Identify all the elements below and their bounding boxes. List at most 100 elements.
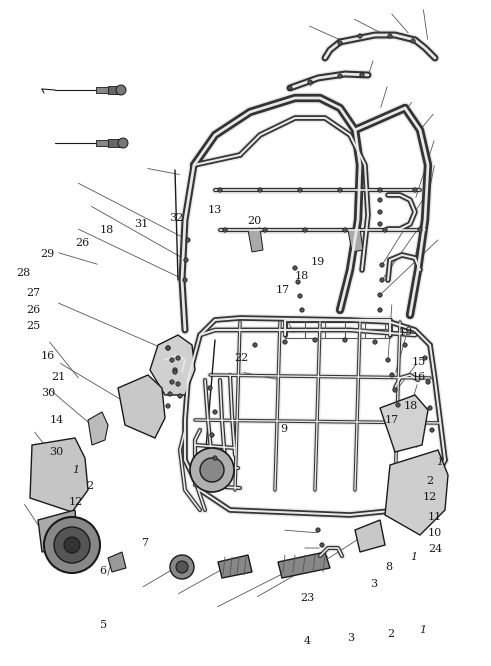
- Text: 3: 3: [348, 633, 355, 643]
- Circle shape: [168, 392, 172, 396]
- Polygon shape: [385, 450, 448, 535]
- Circle shape: [338, 41, 342, 45]
- Circle shape: [170, 555, 194, 579]
- Circle shape: [218, 188, 222, 192]
- Text: 28: 28: [16, 268, 31, 278]
- Text: 22: 22: [234, 353, 249, 364]
- Circle shape: [298, 294, 302, 298]
- Circle shape: [190, 448, 234, 492]
- Polygon shape: [108, 139, 122, 147]
- Circle shape: [118, 138, 128, 148]
- Text: 20: 20: [247, 216, 262, 226]
- Text: 27: 27: [27, 288, 40, 298]
- Text: 25: 25: [26, 321, 41, 332]
- Circle shape: [386, 358, 390, 362]
- Text: 6: 6: [100, 565, 107, 576]
- Circle shape: [208, 386, 212, 390]
- Polygon shape: [380, 395, 428, 452]
- Text: 2: 2: [86, 481, 93, 492]
- Circle shape: [170, 380, 174, 384]
- Text: 16: 16: [411, 372, 426, 382]
- Text: 16: 16: [41, 350, 55, 361]
- Polygon shape: [150, 335, 195, 395]
- Text: 26: 26: [75, 238, 90, 248]
- Circle shape: [54, 527, 90, 563]
- Text: 5: 5: [100, 620, 107, 631]
- Circle shape: [380, 278, 384, 282]
- Circle shape: [378, 293, 382, 297]
- Circle shape: [173, 370, 177, 374]
- Circle shape: [378, 308, 382, 312]
- Circle shape: [223, 228, 227, 232]
- Text: 19: 19: [311, 257, 326, 268]
- Circle shape: [428, 406, 432, 410]
- Circle shape: [184, 258, 188, 262]
- Polygon shape: [88, 412, 108, 445]
- Circle shape: [258, 188, 262, 192]
- Circle shape: [360, 73, 364, 77]
- Circle shape: [378, 188, 382, 192]
- Polygon shape: [218, 555, 252, 578]
- Text: 14: 14: [49, 414, 64, 425]
- Text: 29: 29: [40, 249, 55, 260]
- Circle shape: [396, 403, 400, 407]
- Text: 8: 8: [385, 562, 392, 573]
- Circle shape: [53, 558, 57, 562]
- Circle shape: [413, 188, 417, 192]
- Circle shape: [56, 540, 60, 544]
- Circle shape: [403, 343, 407, 347]
- Circle shape: [303, 228, 307, 232]
- Circle shape: [338, 74, 342, 78]
- Text: 1: 1: [420, 625, 427, 635]
- Circle shape: [173, 368, 177, 372]
- Circle shape: [166, 346, 170, 350]
- Circle shape: [263, 228, 267, 232]
- Text: 17: 17: [385, 414, 399, 425]
- Circle shape: [296, 280, 300, 284]
- Polygon shape: [30, 438, 88, 512]
- Circle shape: [320, 543, 324, 547]
- Polygon shape: [118, 375, 165, 438]
- Circle shape: [176, 561, 188, 573]
- Text: 24: 24: [428, 543, 442, 554]
- Circle shape: [178, 394, 182, 398]
- Text: 18: 18: [100, 225, 114, 236]
- Polygon shape: [96, 87, 112, 93]
- Circle shape: [293, 266, 297, 270]
- Circle shape: [390, 373, 394, 377]
- Polygon shape: [108, 552, 126, 572]
- Text: 10: 10: [428, 527, 442, 538]
- Circle shape: [313, 338, 317, 342]
- Circle shape: [426, 380, 430, 384]
- Text: 1: 1: [73, 465, 80, 476]
- Circle shape: [288, 86, 292, 90]
- Circle shape: [316, 527, 320, 532]
- Circle shape: [343, 338, 347, 342]
- Text: 17: 17: [275, 285, 289, 296]
- Text: 12: 12: [69, 497, 83, 507]
- Text: 7: 7: [141, 537, 148, 548]
- Circle shape: [170, 358, 174, 362]
- Polygon shape: [38, 510, 78, 552]
- Text: 4: 4: [303, 636, 310, 647]
- Circle shape: [378, 210, 382, 214]
- Circle shape: [380, 263, 384, 267]
- Text: 11: 11: [428, 511, 442, 522]
- Text: 3: 3: [371, 579, 378, 589]
- Text: 31: 31: [134, 218, 149, 229]
- Circle shape: [253, 343, 257, 347]
- Circle shape: [166, 346, 170, 350]
- Circle shape: [308, 80, 312, 84]
- Circle shape: [411, 39, 415, 43]
- Circle shape: [166, 404, 170, 408]
- Circle shape: [210, 433, 214, 437]
- Circle shape: [283, 340, 287, 344]
- Circle shape: [393, 388, 397, 392]
- Polygon shape: [355, 520, 385, 552]
- Text: 13: 13: [208, 205, 222, 216]
- Circle shape: [378, 198, 382, 202]
- Polygon shape: [248, 228, 263, 252]
- Polygon shape: [108, 86, 120, 94]
- Circle shape: [298, 188, 302, 192]
- Circle shape: [383, 228, 387, 232]
